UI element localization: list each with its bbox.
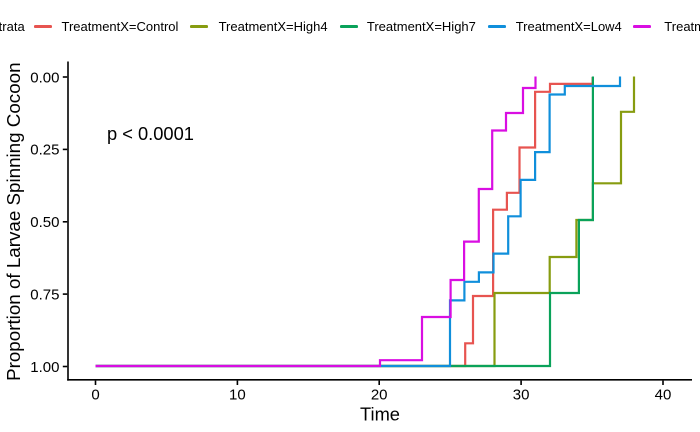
svg-text:0.50: 0.50 bbox=[30, 214, 59, 231]
svg-text:0.25: 0.25 bbox=[30, 142, 59, 159]
svg-text:Proportion of Larvae Spinning: Proportion of Larvae Spinning Cocoon bbox=[3, 62, 24, 380]
svg-text:40: 40 bbox=[655, 387, 672, 404]
svg-text:0: 0 bbox=[91, 387, 99, 404]
svg-text:20: 20 bbox=[371, 387, 388, 404]
svg-text:0.75: 0.75 bbox=[30, 286, 59, 303]
svg-text:10: 10 bbox=[229, 387, 246, 404]
svg-text:p < 0.0001: p < 0.0001 bbox=[107, 123, 194, 144]
svg-text:1.00: 1.00 bbox=[30, 359, 59, 376]
svg-text:Time: Time bbox=[360, 404, 400, 425]
svg-text:30: 30 bbox=[513, 387, 530, 404]
svg-text:0.00: 0.00 bbox=[30, 69, 59, 86]
